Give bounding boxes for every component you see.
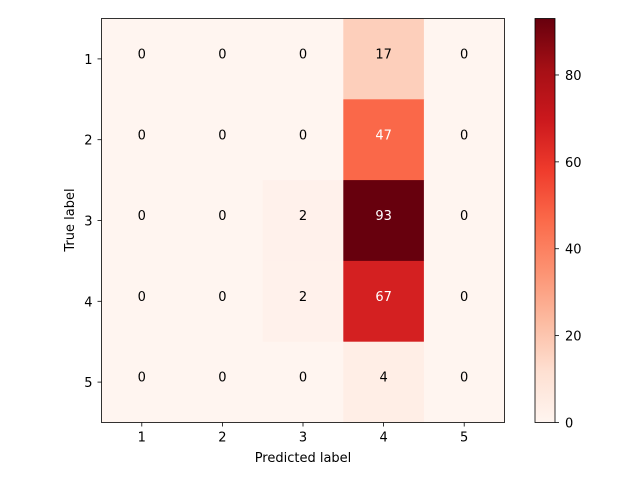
heatmap-cell [262,18,344,100]
colorbar-tick-label: 40 [565,243,582,258]
heatmap-cell [262,341,344,423]
cell-value: 0 [460,48,468,63]
heatmap-cell [182,341,264,423]
cell-value: 2 [299,209,307,224]
heatmap-cell [423,99,505,181]
colorbar-tick-label: 20 [565,330,582,345]
cell-value: 0 [460,290,468,305]
heatmap-cell [343,260,425,343]
cell-value: 0 [138,48,146,63]
y-tick-label: 3 [84,215,92,230]
x-tick-label: 4 [379,431,387,446]
x-axis-label: Predicted label [255,451,352,466]
heatmap-cell [343,341,425,423]
heatmap-cell [262,260,344,343]
cell-value: 0 [138,128,146,143]
heatmap-cell [182,180,264,262]
cell-value: 0 [138,371,146,386]
x-tick-label: 1 [138,431,146,446]
heatmap-cell [182,260,264,343]
colorbar: 0 20 40 60 80 [534,18,582,432]
heatmap-cell [262,99,344,181]
heatmap-cell [101,341,183,423]
colorbar-tick-label: 80 [565,69,582,84]
colorbar-gradient [534,18,556,423]
cell-value: 0 [218,290,226,305]
cell-value: 0 [460,128,468,143]
cell-value: 0 [299,371,307,386]
colorbar-tick-label: 0 [565,417,573,432]
cell-value: 47 [375,128,392,143]
y-tick-label: 4 [84,295,92,310]
cell-value: 93 [375,209,392,224]
heatmap-cell [262,180,344,262]
heatmap-cell [101,180,183,262]
y-tick-label: 5 [84,376,92,391]
x-tick-label: 3 [299,431,307,446]
y-axis-label: True label [63,188,78,252]
y-tick-label: 2 [84,134,92,149]
cell-value: 0 [218,209,226,224]
heatmap-cell [423,341,505,423]
cell-value-labels: 0 0 0 17 0 0 0 0 47 0 0 0 2 93 0 0 0 2 67 0 0 0 0 4 0 [138,48,469,386]
heatmap-cell [423,180,505,262]
heatmap-cell [423,18,505,100]
heatmap-cells [101,18,505,423]
heatmap-cell [343,99,425,181]
heatmap-cell [343,18,425,100]
heatmap-cell [182,18,264,100]
y-axis-ticks: 1 2 3 4 5 [84,53,102,391]
cell-value: 0 [218,128,226,143]
cell-value: 0 [218,371,226,386]
cell-value: 0 [299,128,307,143]
heatmap-cell [423,260,505,343]
cell-value: 0 [138,209,146,224]
cell-value: 17 [375,48,392,63]
heatmap-cell [101,18,183,100]
heatmap-cell [101,260,183,343]
cell-value: 0 [460,209,468,224]
cell-value: 0 [460,371,468,386]
x-tick-label: 2 [218,431,226,446]
colorbar-tick-label: 60 [565,156,582,171]
cell-value: 0 [218,48,226,63]
cell-value: 2 [299,290,307,305]
cell-value: 0 [138,290,146,305]
cell-value: 0 [299,48,307,63]
heatmap-cell [343,180,425,262]
x-tick-label: 5 [460,431,468,446]
heatmap-cell [101,99,183,181]
heatmap-cell [182,99,264,181]
colorbar-ticks: 0 20 40 60 80 [555,69,582,432]
cell-value: 4 [379,371,387,386]
y-tick-label: 1 [84,53,92,68]
x-axis-ticks: 1 2 3 4 5 [138,422,468,446]
cell-value: 67 [375,290,392,305]
